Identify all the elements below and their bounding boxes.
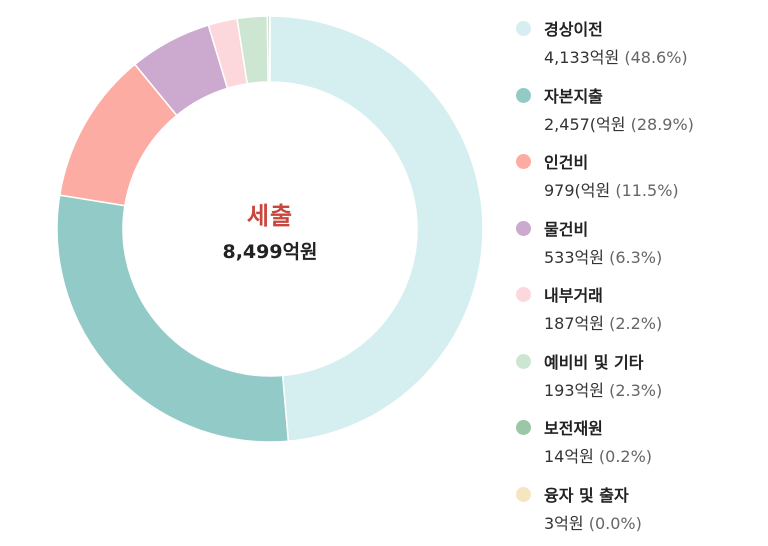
- legend-value: 187억원 (2.2%): [544, 310, 662, 334]
- legend-item: 융자 및 출자 3억원 (0.0%): [514, 480, 764, 546]
- legend-amount: 193억원: [544, 381, 604, 400]
- legend-item: 물건비 533억원 (6.3%): [514, 214, 764, 281]
- legend-value: 193억원 (2.3%): [544, 377, 662, 401]
- legend-item: 내부거래 187억원 (2.2%): [514, 280, 764, 347]
- legend-swatch: [516, 287, 531, 302]
- legend-percent: (28.9%): [631, 115, 694, 134]
- legend-label: 경상이전: [544, 16, 603, 40]
- legend-value: 2,457(억원 (28.9%): [544, 111, 694, 135]
- legend-label: 융자 및 출자: [544, 482, 629, 506]
- legend-label: 물건비: [544, 216, 588, 240]
- legend-value: 3억원 (0.0%): [544, 510, 642, 534]
- legend-swatch: [516, 221, 531, 236]
- legend-item: 보전재원 14억원 (0.2%): [514, 413, 764, 480]
- legend-percent: (11.5%): [615, 181, 678, 200]
- legend-swatch: [516, 354, 531, 369]
- legend-percent: (0.2%): [599, 447, 652, 466]
- legend-value: 533억원 (6.3%): [544, 244, 662, 268]
- legend-value: 14억원 (0.2%): [544, 443, 652, 467]
- legend-label: 보전재원: [544, 415, 603, 439]
- legend-swatch: [516, 21, 531, 36]
- legend-amount: 979(억원: [544, 181, 610, 200]
- legend-label: 예비비 및 기타: [544, 349, 643, 373]
- legend-item: 인건비 979(억원 (11.5%): [514, 147, 764, 214]
- legend-percent: (6.3%): [609, 248, 662, 267]
- legend-swatch: [516, 88, 531, 103]
- legend-percent: (48.6%): [624, 48, 687, 67]
- legend-item: 경상이전 4,133억원 (48.6%): [514, 14, 764, 81]
- donut-chart: [0, 0, 540, 540]
- legend-swatch: [516, 420, 531, 435]
- legend-percent: (0.0%): [589, 514, 642, 533]
- legend-amount: 187억원: [544, 314, 604, 333]
- legend-amount: 3억원: [544, 514, 584, 533]
- legend-item: 예비비 및 기타 193억원 (2.3%): [514, 347, 764, 414]
- center-total-value: 8,499억원: [170, 237, 370, 264]
- legend-value: 4,133억원 (48.6%): [544, 44, 688, 68]
- center-title: 세출: [170, 196, 370, 231]
- legend-amount: 533억원: [544, 248, 604, 267]
- legend-item: 자본지출 2,457(억원 (28.9%): [514, 81, 764, 148]
- legend-label: 인건비: [544, 149, 588, 173]
- legend-amount: 14억원: [544, 447, 594, 466]
- legend-value: 979(억원 (11.5%): [544, 177, 679, 201]
- legend: 경상이전 4,133억원 (48.6%) 자본지출 2,457(억원 (28.9%) 인…: [514, 14, 764, 546]
- legend-swatch: [516, 487, 531, 502]
- legend-percent: (2.2%): [609, 314, 662, 333]
- legend-swatch: [516, 154, 531, 169]
- donut-slice: [57, 195, 288, 442]
- legend-percent: (2.3%): [609, 381, 662, 400]
- legend-amount: 4,133억원: [544, 48, 619, 67]
- legend-amount: 2,457(억원: [544, 115, 626, 134]
- legend-label: 자본지출: [544, 83, 603, 107]
- legend-label: 내부거래: [544, 282, 603, 306]
